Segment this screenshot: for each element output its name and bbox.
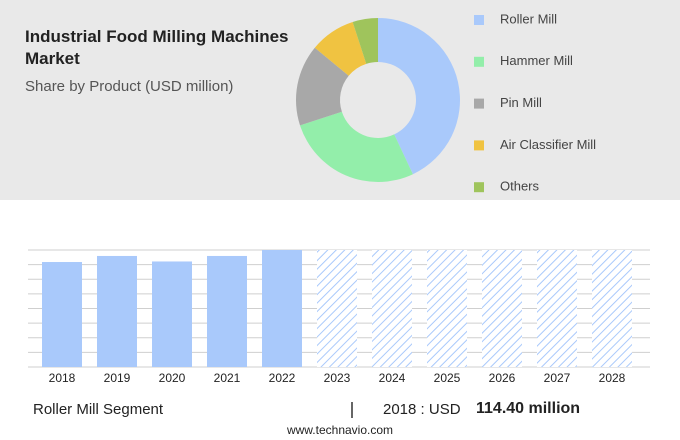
bar xyxy=(42,262,82,367)
forecast-bar xyxy=(482,250,522,367)
x-tick-label: 2028 xyxy=(599,371,626,385)
source: www.technavio.com xyxy=(286,423,394,437)
legend-swatch xyxy=(474,98,484,109)
legend-label: Air Classifier Mill xyxy=(500,137,596,152)
forecast-bar xyxy=(317,250,357,367)
value-text: 114.40 million xyxy=(476,400,581,417)
x-tick-label: 2026 xyxy=(489,371,516,385)
legend-label: Pin Mill xyxy=(500,95,542,110)
forecast-bar xyxy=(427,250,467,367)
x-tick-label: 2019 xyxy=(104,371,131,385)
chart-title: Industrial Food Milling Machines Market xyxy=(25,27,289,68)
x-tick-label: 2018 xyxy=(49,371,76,385)
pie-slice xyxy=(296,47,349,126)
legend-swatch xyxy=(474,15,484,25)
legend-swatch xyxy=(474,56,484,67)
x-tick-label: 2027 xyxy=(544,371,571,385)
pie-slice xyxy=(300,111,413,182)
legend-label: Others xyxy=(500,179,540,194)
x-tick-label: 2023 xyxy=(324,371,351,385)
bar xyxy=(207,255,247,367)
segment-label: Roller Mill Segment xyxy=(33,401,164,418)
legend-label: Hammer Mill xyxy=(500,53,573,68)
pie-slice xyxy=(378,18,460,175)
legend-label: Roller Mill xyxy=(500,11,557,26)
x-tick-label: 2025 xyxy=(434,371,461,385)
x-tick-label: 2024 xyxy=(379,371,406,385)
x-tick-label: 2020 xyxy=(159,371,186,385)
legend-swatch xyxy=(474,140,484,151)
x-tick-label: 2022 xyxy=(269,371,296,385)
bar xyxy=(97,255,137,367)
legend-swatch xyxy=(474,182,484,193)
bar xyxy=(262,250,302,367)
forecast-bar xyxy=(372,250,412,367)
bar xyxy=(152,261,192,367)
year-text: 2018 : USD xyxy=(383,401,461,418)
x-tick-label: 2021 xyxy=(214,371,241,385)
chart-subtitle: Share by Product (USD million) xyxy=(25,78,234,95)
pie-slice xyxy=(352,18,378,64)
pie-slice xyxy=(314,22,367,76)
forecast-bar xyxy=(592,250,632,367)
forecast-bar xyxy=(537,250,577,367)
